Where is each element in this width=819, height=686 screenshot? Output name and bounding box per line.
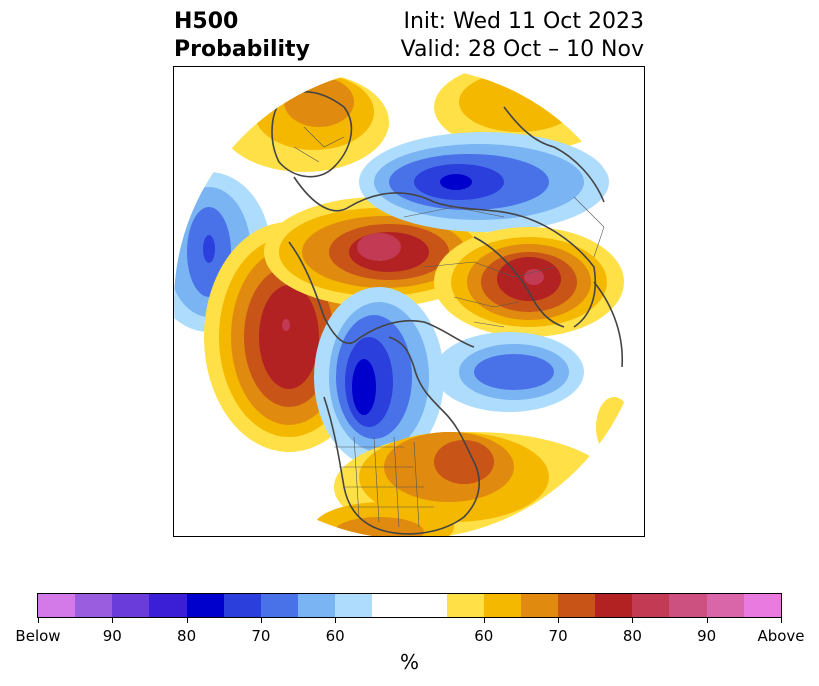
colorbar-swatch [557, 594, 596, 617]
atlantic-yellow-patch [596, 397, 632, 457]
colorbar-tickmark [483, 618, 485, 623]
colorbar-tickmark [706, 618, 708, 623]
colorbar-tick-label: 60 [474, 627, 494, 645]
colorbar-tick-label: 60 [325, 627, 345, 645]
colorbar-swatch [595, 594, 633, 617]
colorbar-tickmark [335, 618, 337, 623]
colorbar-tick-label: 80 [622, 627, 642, 645]
valid-range-label: Valid: 28 Oct – 10 Nov [400, 37, 644, 62]
colorbar-tick-label: 80 [177, 627, 197, 645]
colorbar-swatch [335, 594, 373, 617]
colorbar-swatch [632, 594, 670, 617]
coastlines [271, 91, 624, 535]
north-atlantic-below-anomaly [434, 332, 584, 412]
colorbar-swatch [372, 594, 410, 617]
colorbar-tickmark [781, 618, 782, 623]
colorbar-swatch [520, 594, 558, 617]
colorbar-swatch [483, 594, 521, 617]
colorbar-tickmark [558, 618, 560, 623]
colorbar-unit-label: % [399, 650, 419, 674]
colorbar-tick-labels: Below 90 80 70 60 60 70 80 90 Above [0, 627, 819, 647]
colorbar [37, 593, 782, 618]
colorbar-swatch [112, 594, 150, 617]
colorbar-tick-label: Below [15, 627, 61, 645]
colorbar-swatch [75, 594, 113, 617]
europe-above-anomaly [219, 72, 389, 172]
init-date-label: Init: Wed 11 Oct 2023 [403, 9, 644, 34]
colorbar-tick-label: 70 [251, 627, 271, 645]
colorbar-tickmark [260, 618, 262, 623]
colorbar-tick-label: Above [757, 627, 805, 645]
colorbar-tickmark [186, 618, 188, 623]
colorbar-swatch [706, 594, 744, 617]
colorbar-swatch [669, 594, 707, 617]
map-panel [173, 66, 645, 537]
map-disc [174, 67, 632, 536]
colorbar-swatch [446, 594, 484, 617]
colorbar-swatch [409, 594, 447, 617]
probability-map [174, 67, 632, 536]
political-borders [293, 126, 605, 528]
colorbar-swatch [223, 594, 261, 617]
colorbar-swatch [743, 594, 781, 617]
canada-below-anomaly [314, 287, 444, 467]
colorbar-tickmark [112, 618, 114, 623]
colorbar-tickmark [632, 618, 634, 623]
colorbar-tick-label: 70 [548, 627, 568, 645]
title-block-right: Init: Wed 11 Oct 2023 Valid: 28 Oct – 10… [401, 8, 644, 64]
colorbar-swatch [186, 594, 224, 617]
title-block-left: H500 Probability [174, 8, 310, 64]
colorbar-tickmarks [0, 618, 819, 624]
colorbar-swatch [38, 594, 76, 617]
colorbar-tick-label: 90 [102, 627, 122, 645]
colorbar-swatch [149, 594, 187, 617]
central-asia-below-anomaly [359, 132, 609, 232]
colorbar-swatch [260, 594, 298, 617]
colorbar-tick-label: 90 [697, 627, 717, 645]
colorbar-tickmark [38, 618, 39, 623]
title-product-name: Probability [174, 37, 310, 62]
colorbar-swatch [297, 594, 336, 617]
title-field-name: H500 [174, 9, 239, 34]
